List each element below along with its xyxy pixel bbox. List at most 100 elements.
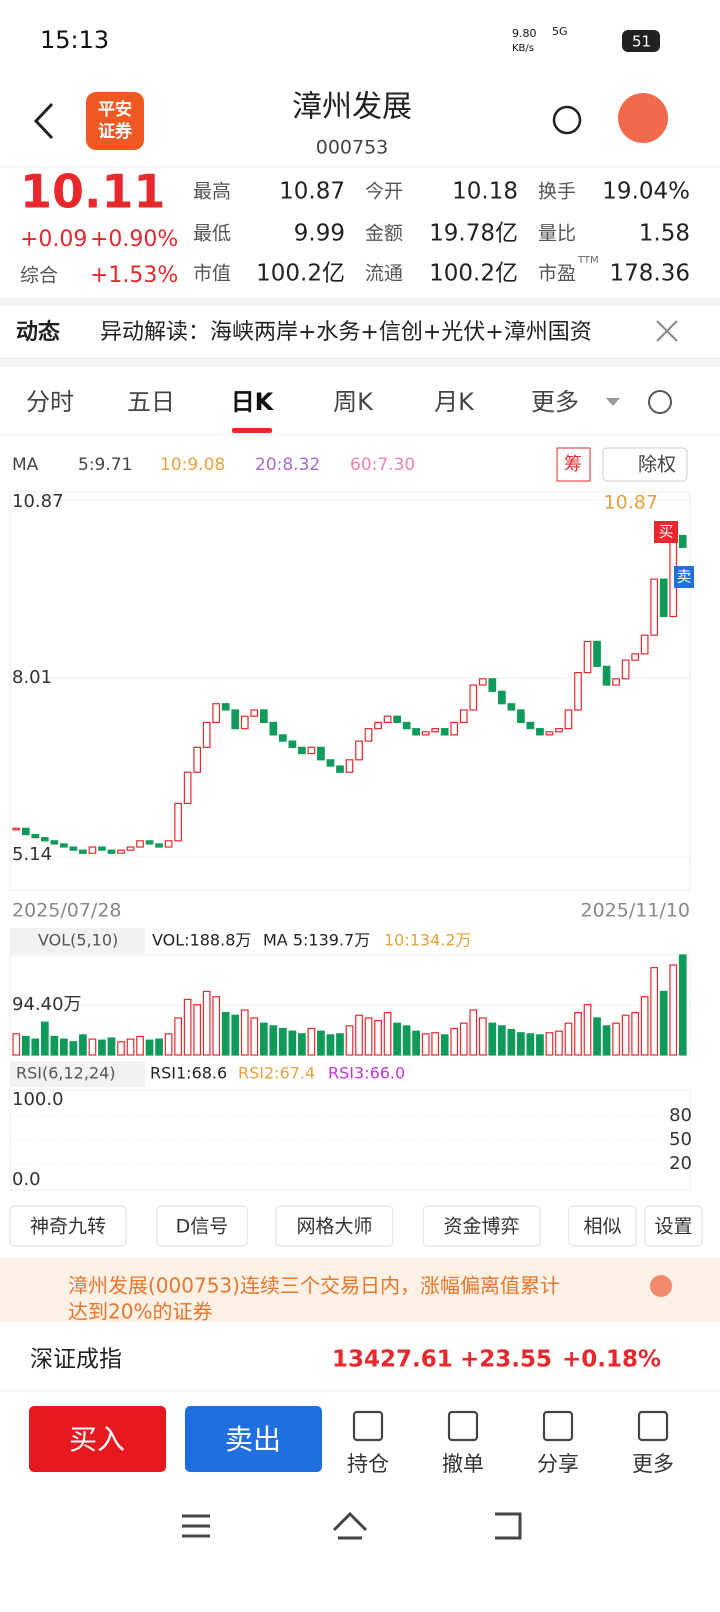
y-tick-label: 8.01 — [12, 667, 52, 688]
vol-bar — [593, 1017, 601, 1056]
vol-legend-box[interactable] — [10, 928, 145, 954]
vol-bar — [450, 1027, 459, 1056]
header: 平安 证券 漳州发展 000753 — [33, 90, 668, 159]
chip-button[interactable] — [556, 447, 591, 482]
y-tick-label: 10.87 — [12, 491, 64, 512]
adjust-button[interactable] — [602, 447, 688, 482]
vol-bar — [345, 1025, 354, 1056]
ma-value: 5:9.71 — [78, 455, 132, 475]
candle — [50, 840, 59, 845]
rsi-legend-box[interactable] — [10, 1061, 145, 1087]
tab[interactable]: 五日 — [127, 388, 175, 416]
tab[interactable]: 月K — [434, 388, 475, 416]
avatar[interactable] — [618, 93, 668, 143]
candle — [450, 721, 459, 736]
nav-home[interactable] — [332, 1511, 368, 1540]
news-text[interactable]: 异动解读：海峡两岸+水务+信创+光伏+漳州国资 — [100, 320, 592, 345]
vol-bar — [564, 1022, 573, 1056]
vol-bar — [307, 1027, 316, 1056]
quote-label: 最低 — [193, 223, 231, 245]
composite: +1.53% — [90, 263, 178, 288]
tab[interactable]: 日K — [231, 388, 275, 416]
nav-menu[interactable] — [182, 1514, 210, 1538]
alert-close[interactable] — [650, 1275, 672, 1297]
divider — [0, 298, 720, 306]
price-frame — [9, 491, 691, 891]
battery-level: 51 — [632, 33, 651, 51]
vol-bar — [574, 1012, 582, 1056]
tab[interactable]: 分时 — [26, 388, 74, 416]
ttm: TTM — [577, 255, 599, 266]
vol-bar — [440, 1034, 449, 1056]
sell-tag-bg — [674, 566, 694, 588]
vol-bar — [583, 1004, 592, 1056]
candle — [678, 534, 687, 548]
index-name: 深证成指 — [30, 1347, 122, 1373]
vol-bar — [517, 1032, 525, 1056]
candle — [421, 731, 430, 736]
item-icon[interactable] — [447, 1410, 479, 1442]
vol-bar — [402, 1025, 411, 1056]
vol-bar — [364, 1017, 373, 1056]
item-icon[interactable] — [542, 1410, 574, 1442]
vol-bar — [259, 1022, 268, 1056]
vol-ma10: 10:134.2万 — [384, 931, 472, 950]
quote-value: 19.04% — [602, 179, 690, 205]
candle — [612, 678, 620, 686]
quote-value: 100.2亿 — [429, 261, 518, 287]
news-tag: 动态 — [16, 319, 60, 345]
vol-bar — [278, 1027, 287, 1056]
buy-button[interactable] — [29, 1406, 166, 1472]
rsi2: RSI2:67.4 — [238, 1064, 315, 1083]
vol-bar — [298, 1033, 306, 1056]
tool-button[interactable] — [9, 1205, 127, 1247]
search[interactable] — [552, 105, 582, 135]
vol-bar — [421, 1033, 430, 1056]
tool-button[interactable] — [568, 1205, 637, 1247]
nav-back[interactable] — [495, 1512, 522, 1540]
back[interactable] — [33, 102, 54, 140]
sell-button[interactable] — [185, 1406, 322, 1472]
candle — [117, 849, 125, 854]
status-bar: 15:13 9.80 KB/s 5G 51 — [40, 25, 660, 54]
y2-tick-label: 50 — [669, 1129, 692, 1150]
candle — [202, 721, 211, 748]
vol-bar — [355, 1014, 363, 1056]
tab[interactable]: 周K — [333, 388, 374, 416]
tool-button[interactable] — [275, 1205, 394, 1247]
candle — [21, 827, 30, 836]
index-value: 13427.61 — [332, 1347, 453, 1373]
tool-text: 神奇九转 — [30, 1216, 106, 1238]
vol-bar — [79, 1034, 87, 1056]
tool-button[interactable] — [644, 1205, 703, 1247]
vol-bar — [88, 1038, 97, 1056]
speed-unit: KB/s — [512, 43, 534, 54]
broker-logo[interactable] — [86, 92, 144, 150]
vol-bar — [69, 1041, 78, 1056]
vol-bar — [602, 1025, 611, 1056]
logo-text: 平安 — [98, 99, 132, 120]
candle — [79, 849, 87, 854]
tool-text: 网格大师 — [296, 1216, 372, 1238]
candle — [98, 846, 106, 851]
vol-bar — [497, 1025, 506, 1056]
chip-text: 筹 — [564, 454, 582, 475]
item-icon[interactable] — [352, 1410, 384, 1442]
close[interactable] — [656, 320, 678, 342]
tool-button[interactable] — [422, 1205, 541, 1247]
candle — [459, 709, 468, 724]
vol-bar — [555, 1030, 563, 1056]
tool-button[interactable] — [156, 1205, 248, 1247]
ma-value: 20:8.32 — [255, 455, 320, 475]
item-label: 持仓 — [347, 1452, 389, 1476]
vol-bar — [117, 1041, 125, 1056]
settings[interactable] — [648, 390, 672, 414]
item-label: 更多 — [632, 1452, 674, 1476]
vol-bar — [317, 1030, 325, 1056]
candle — [107, 849, 116, 854]
item-icon[interactable] — [637, 1410, 669, 1442]
tab[interactable]: 更多 — [531, 388, 579, 416]
candle — [402, 721, 411, 730]
